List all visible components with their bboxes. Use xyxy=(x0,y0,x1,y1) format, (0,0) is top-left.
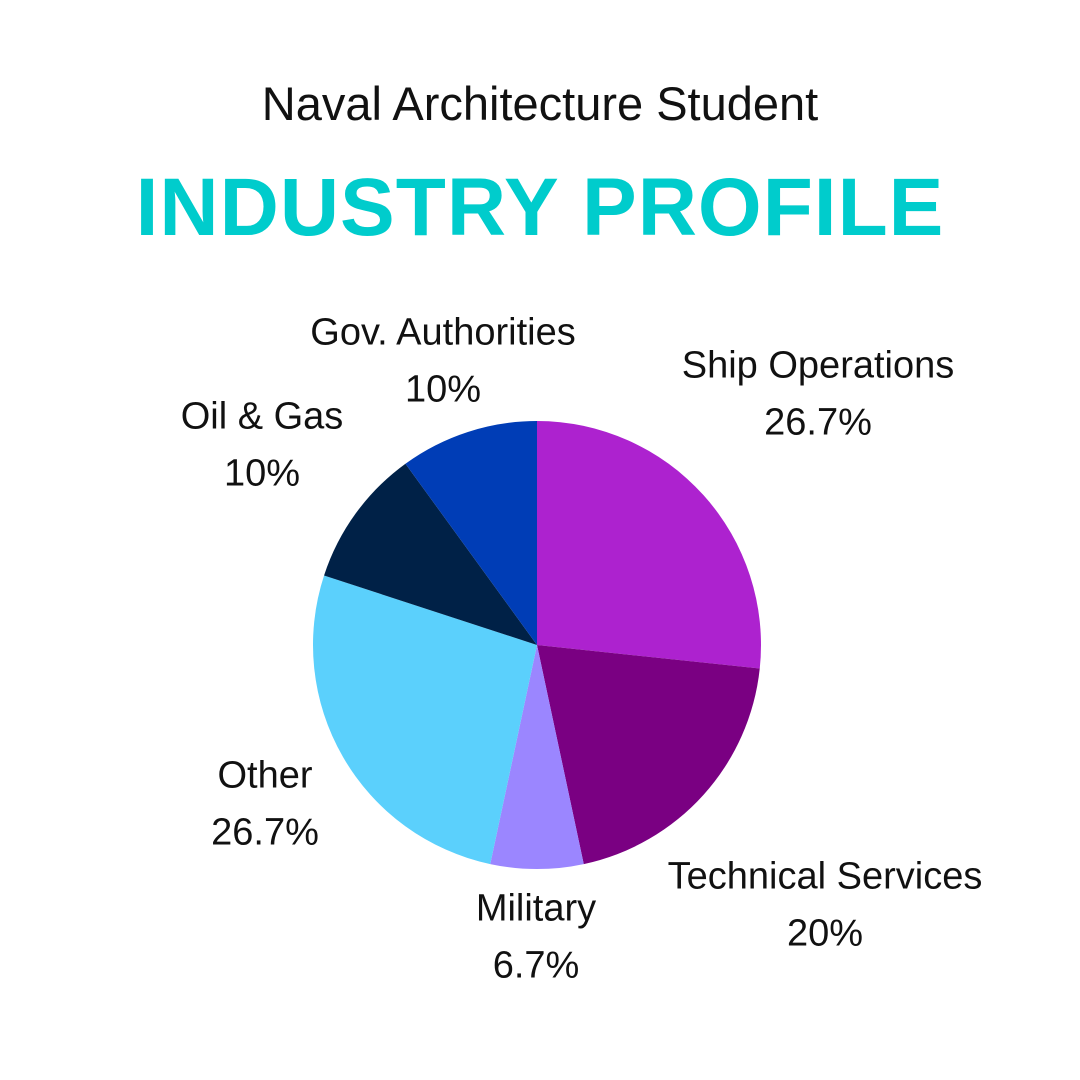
pie-labels: Ship Operations 26.7% Technical Services 20… xyxy=(181,312,983,987)
slice-label-technical-services: Technical Services xyxy=(668,856,983,898)
slice-value-other: 26.7% xyxy=(211,812,319,854)
slice-label-ship-operations: Ship Operations xyxy=(682,345,955,387)
slice-value-technical-services: 20% xyxy=(787,913,863,955)
chart-subtitle: Naval Architecture Student xyxy=(261,77,819,130)
slice-value-gov-authorities: 10% xyxy=(405,369,481,411)
slice-value-ship-operations: 26.7% xyxy=(764,402,872,444)
slice-label-military: Military xyxy=(476,888,596,930)
slice-label-other: Other xyxy=(217,755,312,797)
slice-value-oil-gas: 10% xyxy=(224,453,300,495)
pie-slices xyxy=(312,421,761,870)
pie-slice-other xyxy=(312,575,537,865)
chart-title: INDUSTRY PROFILE xyxy=(135,162,945,253)
pie-slice-gov-authorities xyxy=(405,421,537,645)
slice-label-gov-authorities: Gov. Authorities xyxy=(310,312,575,354)
pie-slice-oil-gas xyxy=(324,463,537,645)
pie-slice-ship-operations xyxy=(537,421,761,669)
pie-slice-technical-services xyxy=(537,645,760,865)
pie-slice-military xyxy=(490,645,584,870)
slice-value-military: 6.7% xyxy=(493,945,580,987)
slice-label-oil-gas: Oil & Gas xyxy=(181,396,344,438)
